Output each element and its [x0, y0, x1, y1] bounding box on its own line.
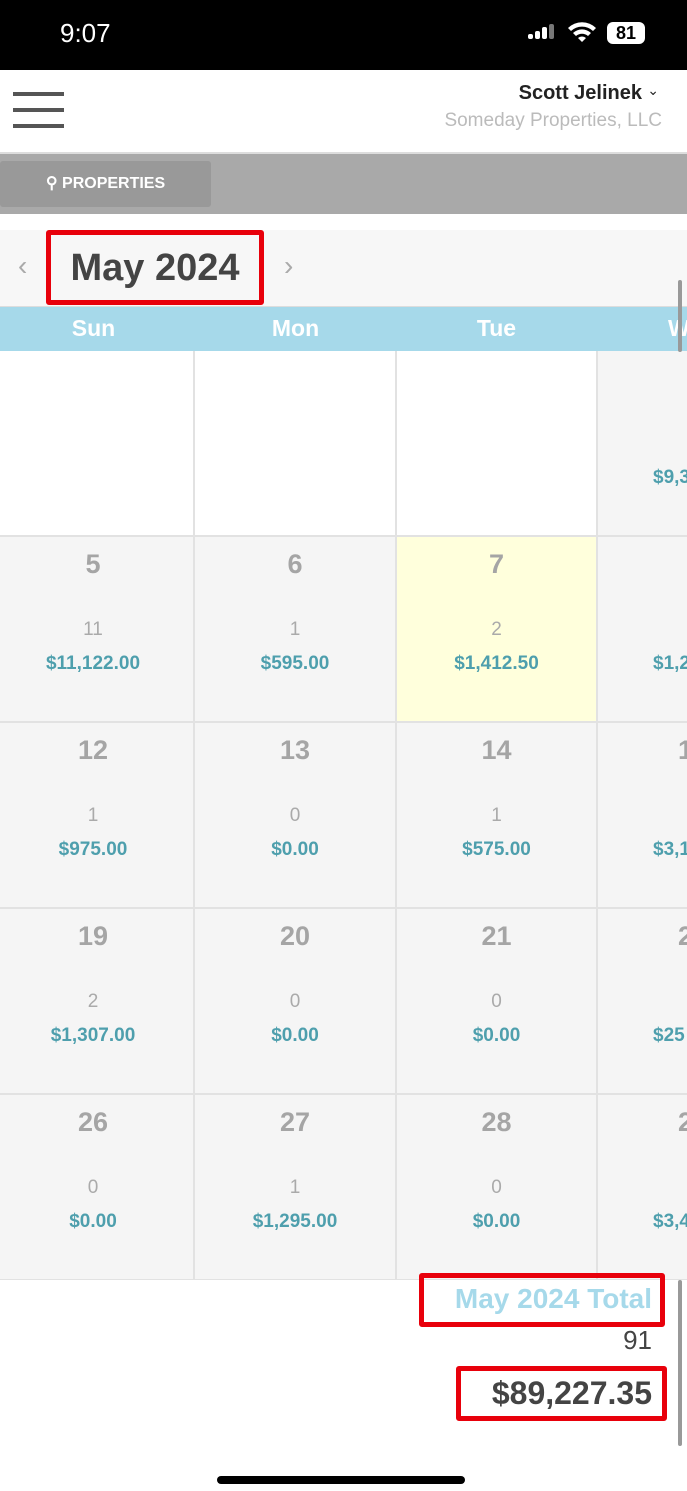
booking-count: 2: [87, 991, 99, 1012]
weekday-sun: Sun: [71, 315, 116, 341]
calendar-day-cell[interactable]: [0, 351, 195, 537]
user-menu[interactable]: Scott Jelinek ⌄ Someday Properties, LLC: [387, 70, 687, 150]
properties-label: PROPERTIES: [62, 175, 166, 192]
calendar-day-cell[interactable]: 7 2 $1,412.50: [397, 537, 598, 723]
day-amount: $575.00: [462, 839, 531, 860]
booking-count: 2: [491, 619, 502, 640]
day-number: 6: [287, 549, 303, 579]
hamburger-menu-icon[interactable]: [0, 70, 80, 154]
day-number: 13: [279, 735, 311, 765]
calendar-day-cell[interactable]: [397, 351, 598, 537]
day-amount: $1,307.00: [50, 1025, 136, 1046]
scrollbar-lower[interactable]: [678, 1280, 682, 1446]
properties-button[interactable]: ⚲ PROPERTIES: [0, 161, 211, 207]
day-amount: $0.00: [271, 839, 319, 860]
day-number: 12: [77, 735, 109, 765]
calendar-day-cell[interactable]: 2 $25: [598, 909, 687, 1095]
weekday-wed: W: [668, 315, 687, 342]
day-amount: $3,4: [653, 1211, 687, 1232]
calendar-day-cell[interactable]: 27 1 $1,295.00: [195, 1095, 397, 1280]
day-number: 7: [488, 549, 505, 579]
day-amount: $9,3: [653, 467, 687, 488]
app-header: Scott Jelinek ⌄ Someday Properties, LLC: [0, 70, 687, 154]
calendar-day-cell[interactable]: 14 1 $575.00: [397, 723, 598, 909]
month-title: May 2024: [46, 230, 264, 305]
calendar-day-cell[interactable]: $1,2: [598, 537, 687, 723]
booking-count: 1: [289, 619, 301, 640]
calendar-day-cell[interactable]: 28 0 $0.00: [397, 1095, 598, 1280]
day-amount: $3,1: [653, 839, 687, 860]
status-bar: 9:07 81: [0, 0, 687, 70]
booking-count: 0: [289, 805, 301, 826]
day-number: 21: [481, 921, 512, 951]
day-number: 27: [279, 1107, 311, 1137]
weekday-header: Sun Mon Tue W: [0, 307, 687, 351]
home-indicator[interactable]: [217, 1476, 465, 1484]
day-number: 2: [678, 921, 687, 951]
scrollbar[interactable]: [678, 280, 682, 352]
day-amount: $11,122.00: [45, 653, 141, 674]
calendar-day-cell[interactable]: [195, 351, 397, 537]
day-amount: $0.00: [472, 1025, 521, 1046]
calendar-grid: $9,3 5 11 $11,122.00 6 1 $595.00 7 2 $1,412.50 $1,…: [0, 351, 687, 1280]
day-amount: $0.00: [271, 1025, 319, 1046]
day-amount: $0.00: [472, 1211, 521, 1232]
calendar-day-cell[interactable]: 20 0 $0.00: [195, 909, 397, 1095]
booking-count: 0: [289, 991, 301, 1012]
booking-count: 1: [491, 805, 502, 826]
booking-count: 11: [83, 619, 103, 640]
weekday-mon: Mon: [271, 315, 320, 341]
booking-count: 1: [87, 805, 99, 826]
chevron-right-icon[interactable]: ›: [284, 250, 294, 281]
day-amount: $0.00: [69, 1211, 117, 1232]
day-amount: $1,295.00: [252, 1211, 338, 1232]
day-amount: $595.00: [260, 653, 330, 674]
month-total-count: 91: [623, 1325, 652, 1355]
calendar-day-cell[interactable]: 2 $3,4: [598, 1095, 687, 1280]
company-name: Someday Properties, LLC: [444, 110, 662, 131]
toolbar: ⚲ PROPERTIES: [0, 154, 687, 214]
booking-count: 0: [87, 1177, 99, 1198]
booking-count: 0: [491, 1177, 502, 1198]
calendar-day-cell[interactable]: 26 0 $0.00: [0, 1095, 195, 1280]
month-navigation: ‹ May 2024 ›: [0, 230, 687, 307]
calendar-day-cell[interactable]: 1 $3,1: [598, 723, 687, 909]
user-name: Scott Jelinek: [518, 82, 642, 104]
day-number: 2: [678, 1107, 687, 1137]
weekday-tue: Tue: [476, 315, 517, 341]
calendar-day-cell[interactable]: 19 2 $1,307.00: [0, 909, 195, 1095]
calendar-day-cell[interactable]: $9,3: [598, 351, 687, 537]
battery-icon: 81: [607, 22, 645, 44]
chevron-down-icon: ⌄: [647, 82, 659, 98]
calendar-day-cell[interactable]: 6 1 $595.00: [195, 537, 397, 723]
day-amount: $1,2: [653, 653, 687, 674]
day-amount: $975.00: [58, 839, 128, 860]
day-number: 1: [678, 735, 687, 765]
signal-icon: [528, 24, 554, 39]
day-number: 19: [77, 921, 109, 951]
day-number: 5: [85, 549, 101, 579]
chevron-left-icon[interactable]: ‹: [18, 250, 28, 281]
month-total-amount: $89,227.35: [456, 1366, 667, 1421]
wifi-icon: [568, 22, 596, 42]
day-number: 14: [481, 735, 512, 765]
day-amount: $25: [653, 1025, 685, 1046]
calendar-day-cell[interactable]: 5 11 $11,122.00: [0, 537, 195, 723]
day-number: 26: [77, 1107, 109, 1137]
day-number: 20: [279, 921, 311, 951]
day-number: 28: [481, 1107, 512, 1137]
booking-count: 0: [491, 991, 502, 1012]
map-pin-icon: ⚲: [45, 175, 58, 192]
calendar-day-cell[interactable]: 12 1 $975.00: [0, 723, 195, 909]
month-total-label: May 2024 Total: [419, 1273, 665, 1327]
calendar-day-cell[interactable]: 21 0 $0.00: [397, 909, 598, 1095]
day-amount: $1,412.50: [454, 653, 539, 674]
clock: 9:07: [60, 18, 111, 48]
calendar-day-cell[interactable]: 13 0 $0.00: [195, 723, 397, 909]
booking-count: 1: [289, 1177, 301, 1198]
